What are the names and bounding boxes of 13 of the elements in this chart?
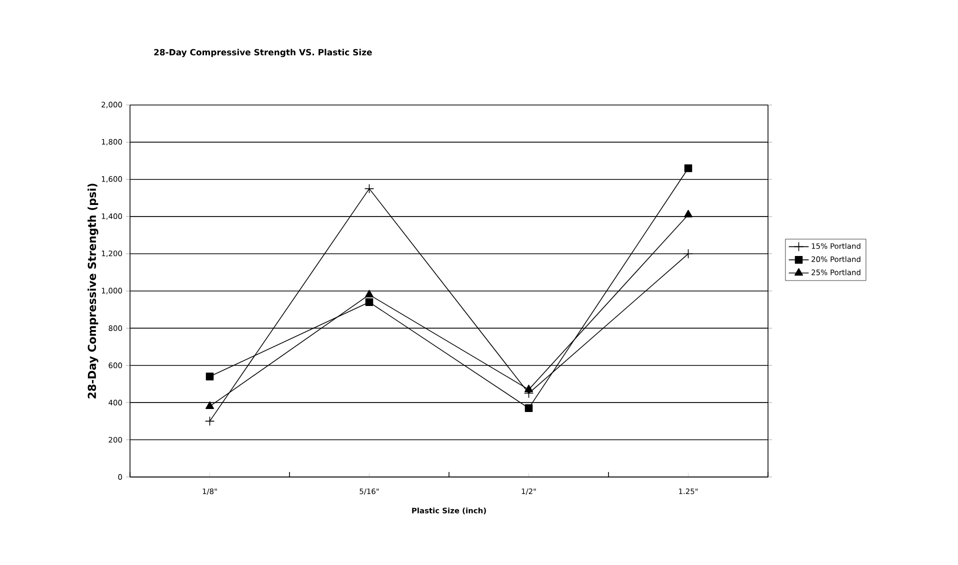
point (683, 248, 694, 259)
point (204, 416, 215, 426)
point (524, 384, 534, 392)
point (364, 184, 374, 194)
y-axis-title: 28-Day Compressive Strength (psi) (88, 184, 98, 398)
point (206, 372, 214, 380)
point (524, 404, 533, 412)
chart-title: 28-Day Compressive Strength VS. Plastic Size (154, 48, 372, 58)
point (365, 298, 374, 306)
point (205, 401, 214, 409)
point (684, 164, 692, 172)
point (364, 290, 374, 298)
point (684, 210, 693, 218)
